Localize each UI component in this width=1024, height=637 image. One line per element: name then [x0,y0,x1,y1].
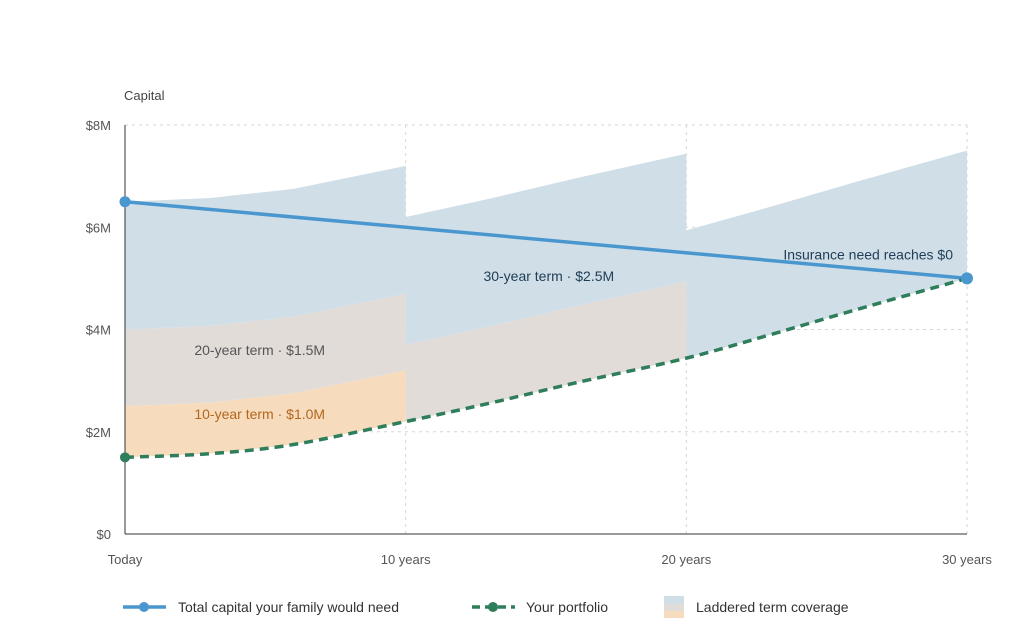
portfolio-line [124,276,968,460]
legend-swatch-coverage-mid [664,604,684,611]
legend-swatch-coverage-bottom [664,611,684,618]
band-segment [125,293,406,407]
band-segment [405,153,687,345]
y-tick-label: $0 [97,527,111,542]
need-line [124,199,968,281]
y-tick-label: $8M [86,118,111,133]
coverage-bands [125,150,967,458]
legend-label-need: Total capital your family would need [178,599,399,615]
band-label-20yr: 20-year term · $1.5M [194,342,325,358]
legend-swatch-coverage [664,596,684,618]
portfolio-point [120,452,130,463]
endpoint-marker [961,272,973,285]
band-20yr [125,281,687,422]
y-tick-label: $6M [86,220,111,235]
legend-label-portfolio: Your portfolio [526,599,608,615]
axes: Capital $0 $2M $4M $6M $8M Today 10 years 20 ye… [86,88,993,567]
legend-label-coverage: Laddered term coverage [696,599,849,615]
band-label-10yr: 10-year term · $1.0M [194,406,325,422]
band-labels: 10-year term · $1.0M 20-year term · $1.5M… [194,246,953,422]
band-segment [405,281,687,422]
y-tick-label: $2M [86,425,111,440]
legend-swatch-coverage-top [664,596,684,604]
x-tick-label: 20 years [661,552,711,567]
x-tick-label: Today [108,552,143,567]
y-axis-title: Capital [124,88,165,103]
y-tick-label: $4M [86,323,111,338]
legend-swatch-portfolio-dot [488,602,498,612]
annotation-need-zero: Insurance need reaches $0 [783,246,953,262]
series-lines [119,196,973,463]
x-tick-label: 30 years [942,552,992,567]
band-segment [686,150,967,359]
legend: Total capital your family would need Your… [123,596,849,618]
band-label-30yr: 30-year term · $2.5M [483,268,614,284]
need-point [119,196,131,208]
legend-swatch-need-dot [139,602,149,612]
x-tick-label: 10 years [381,552,431,567]
band-30yr [125,150,967,359]
